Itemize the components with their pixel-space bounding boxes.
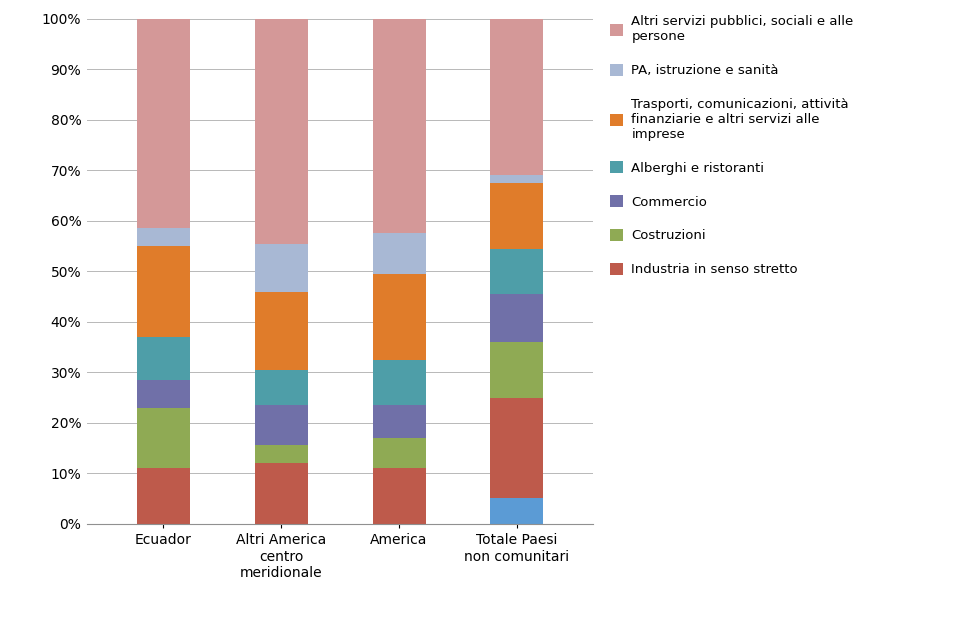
Bar — [372, 438, 426, 468]
Bar — [372, 19, 426, 233]
Bar — [372, 405, 426, 438]
Bar — [490, 183, 543, 249]
Bar — [490, 175, 543, 183]
Bar — [372, 233, 426, 274]
Bar — [255, 405, 308, 445]
Bar — [137, 19, 190, 228]
Bar — [255, 463, 308, 524]
Bar — [372, 274, 426, 360]
Bar — [490, 342, 543, 398]
Bar — [137, 468, 190, 524]
Bar — [137, 337, 190, 380]
Bar — [137, 246, 190, 337]
Bar — [137, 408, 190, 468]
Bar — [372, 360, 426, 405]
Bar — [490, 249, 543, 294]
Legend: Altri servizi pubblici, sociali e alle
persone, PA, istruzione e sanità, Traspor: Altri servizi pubblici, sociali e alle p… — [610, 15, 854, 276]
Bar — [490, 294, 543, 342]
Bar — [255, 292, 308, 370]
Bar — [490, 398, 543, 498]
Bar — [255, 19, 308, 244]
Bar — [137, 380, 190, 408]
Bar — [255, 445, 308, 463]
Bar — [372, 468, 426, 524]
Bar — [490, 19, 543, 175]
Bar — [255, 244, 308, 292]
Bar — [490, 498, 543, 524]
Bar — [255, 370, 308, 405]
Bar — [137, 228, 190, 246]
